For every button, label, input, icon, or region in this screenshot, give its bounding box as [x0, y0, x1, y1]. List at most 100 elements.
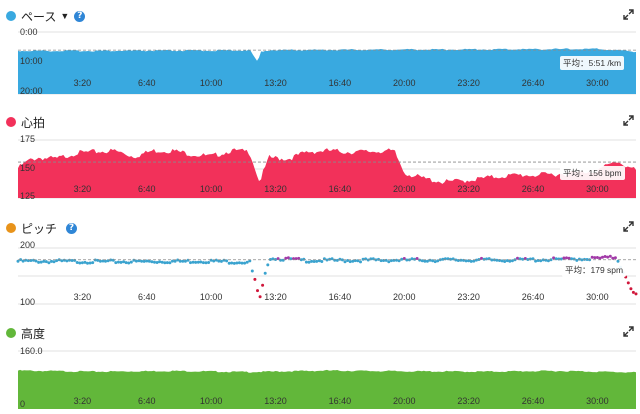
cadence-point	[286, 256, 290, 260]
x-tick-label: 23:20	[457, 78, 480, 88]
cadence-point	[462, 258, 465, 262]
x-tick-label: 3:20	[73, 78, 92, 88]
pace-average-label: 平均：5:51 /km	[560, 56, 625, 70]
heart-rate-chart[interactable]	[0, 134, 640, 212]
cadence-point	[16, 259, 20, 263]
x-tick-label: 10:00	[199, 292, 223, 302]
heart-rate-legend-dot	[6, 117, 16, 127]
cadence-point	[142, 259, 146, 263]
cadence-point	[634, 292, 638, 296]
x-tick-label: 20:00	[392, 78, 416, 88]
x-tick-label: 20:00	[392, 292, 416, 302]
cadence-average-label: 平均：179 spm	[562, 263, 627, 277]
cadence-point	[387, 260, 391, 264]
cadence-point	[629, 287, 633, 291]
cadence-point	[325, 258, 329, 262]
cadence-point	[219, 259, 223, 263]
cadence-point	[171, 259, 174, 263]
cadence-point	[91, 261, 95, 265]
cadence-point	[114, 261, 118, 265]
cadence-point	[232, 261, 236, 265]
pace-title: ペース	[21, 9, 57, 24]
cadence-point	[487, 257, 491, 261]
cadence-point	[145, 259, 149, 263]
cadence-point	[603, 255, 607, 258]
help-icon[interactable]: ?	[66, 222, 78, 234]
cadence-point	[147, 259, 151, 263]
cadence-point	[567, 256, 571, 260]
expand-icon[interactable]	[623, 221, 634, 232]
caret-down-icon[interactable]: ▼	[60, 11, 70, 21]
x-tick-label: 13:20	[264, 292, 287, 302]
cadence-point	[207, 261, 211, 264]
cadence-point	[459, 258, 463, 262]
cadence-point	[328, 257, 332, 261]
cadence-chart[interactable]	[0, 240, 640, 312]
cadence-point	[160, 260, 164, 264]
expand-icon[interactable]	[623, 326, 634, 337]
cadence-point	[495, 258, 499, 262]
cadence-point	[86, 261, 89, 265]
cadence-point	[214, 258, 218, 262]
cadence-title: ピッチ	[21, 221, 58, 236]
x-tick-label: 30:00	[586, 184, 609, 194]
cadence-point	[209, 258, 213, 262]
cadence-point	[173, 259, 177, 263]
cadence-point	[516, 256, 519, 260]
cadence-point	[191, 260, 195, 264]
cadence-point	[631, 290, 635, 294]
x-tick-label: 13:20	[264, 396, 287, 406]
expand-icon[interactable]	[623, 9, 634, 20]
cadence-point	[616, 259, 620, 263]
cadence-point	[250, 269, 254, 273]
cadence-point	[101, 259, 105, 263]
elevation-header: 高度	[6, 323, 45, 343]
x-tick-label: 30:00	[586, 292, 609, 302]
cadence-point	[60, 259, 64, 263]
cadence-point	[37, 260, 41, 264]
x-tick-label: 13:20	[264, 78, 287, 88]
pace-chart[interactable]	[0, 28, 640, 106]
cadence-point	[163, 261, 167, 265]
cadence-point	[119, 260, 123, 264]
x-tick-label: 16:40	[328, 292, 352, 302]
cadence-point	[523, 257, 527, 260]
cadence-point	[96, 258, 100, 262]
cadence-point	[526, 258, 530, 261]
cadence-point	[52, 260, 56, 264]
x-tick-label: 26:40	[521, 396, 545, 406]
cadence-point	[333, 258, 337, 262]
cadence-point	[78, 261, 82, 265]
help-icon[interactable]: ?	[74, 10, 86, 22]
x-tick-label: 10:00	[199, 396, 223, 406]
expand-icon[interactable]	[623, 115, 634, 126]
x-tick-label: 10:00	[199, 78, 223, 88]
x-tick-label: 3:20	[73, 396, 92, 406]
cadence-point	[611, 256, 615, 260]
cadence-point	[361, 257, 365, 261]
heart-rate-y-label-bottom: 125	[20, 191, 36, 201]
x-tick-label: 26:40	[521, 184, 545, 194]
cadence-point	[134, 259, 138, 263]
cadence-point	[580, 258, 584, 262]
cadence-point	[315, 259, 319, 263]
cadence-point	[335, 258, 339, 262]
x-tick-label: 6:40	[137, 396, 156, 406]
x-tick-label: 10:00	[199, 184, 223, 194]
pace-y-label-bottom: 20:00	[20, 86, 43, 96]
cadence-point	[98, 259, 102, 263]
cadence-y-label-top: 200	[20, 240, 36, 250]
cadence-point	[62, 258, 66, 262]
cadence-point	[613, 256, 617, 260]
cadence-point	[261, 283, 265, 287]
cadence-point	[44, 260, 48, 264]
elevation-chart[interactable]	[0, 345, 640, 409]
elevation-title: 高度	[21, 326, 46, 341]
cadence-point	[384, 258, 388, 262]
pace-panel: ペース ▼ ?	[0, 6, 640, 106]
cadence-point	[258, 295, 262, 299]
elevation-y-label-bottom: 0	[20, 399, 26, 409]
cadence-point	[75, 261, 79, 264]
cadence-point	[165, 261, 169, 265]
cadence-point	[415, 257, 419, 260]
